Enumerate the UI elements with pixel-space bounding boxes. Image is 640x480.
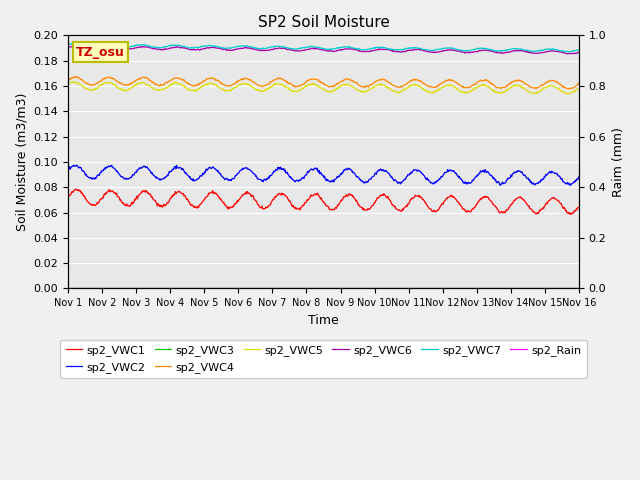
sp2_VWC1 (219, 199, 227, 205)
sp2_VWC2 (244, 167, 252, 172)
Legend: sp2_VWC1, sp2_VWC2, sp2_VWC3, sp2_VWC4, sp2_VWC5, sp2_VWC6, sp2_VWC7, sp2_Rain: sp2_VWC1, sp2_VWC2, sp2_VWC3, sp2_VWC4, … (60, 340, 587, 378)
sp2_VWC7 (244, 44, 252, 49)
sp2_VWC1 (125, 203, 132, 209)
sp2_VWC6 (565, 51, 573, 57)
sp2_VWC5 (125, 86, 132, 92)
sp2_VWC4 (575, 81, 583, 86)
sp2_VWC6 (219, 47, 227, 52)
sp2_VWC2 (70, 162, 78, 168)
sp2_VWC3 (243, 285, 251, 291)
sp2_VWC1 (405, 200, 413, 206)
sp2_Rain (404, 286, 412, 291)
sp2_VWC2 (566, 182, 574, 188)
sp2_VWC7 (376, 45, 384, 50)
sp2_VWC7 (575, 47, 583, 53)
sp2_VWC4 (565, 86, 573, 92)
Line: sp2_VWC4: sp2_VWC4 (68, 76, 579, 89)
sp2_VWC3 (575, 285, 583, 291)
sp2_VWC7 (264, 45, 271, 51)
sp2_VWC4 (219, 81, 227, 87)
sp2_Rain (575, 286, 583, 291)
sp2_VWC3 (376, 285, 383, 291)
sp2_VWC3 (64, 285, 72, 291)
sp2_VWC2 (264, 177, 271, 182)
sp2_VWC6 (405, 48, 413, 53)
sp2_VWC4 (72, 73, 80, 79)
sp2_Rain (64, 286, 72, 291)
sp2_VWC4 (376, 77, 384, 83)
sp2_VWC4 (125, 82, 132, 88)
sp2_VWC5 (64, 82, 72, 87)
sp2_VWC5 (405, 84, 413, 90)
sp2_Rain (376, 286, 383, 291)
sp2_VWC6 (376, 46, 384, 52)
sp2_VWC2 (219, 174, 227, 180)
sp2_VWC1 (64, 194, 72, 200)
sp2_VWC1 (566, 212, 574, 217)
sp2_VWC5 (70, 79, 77, 84)
sp2_VWC1 (72, 186, 79, 192)
Line: sp2_VWC7: sp2_VWC7 (68, 44, 579, 52)
sp2_VWC7 (125, 44, 132, 50)
sp2_VWC6 (264, 48, 271, 53)
Title: SP2 Soil Moisture: SP2 Soil Moisture (257, 15, 389, 30)
sp2_VWC2 (125, 176, 132, 182)
sp2_VWC5 (264, 86, 271, 92)
sp2_VWC3 (218, 285, 226, 291)
sp2_VWC2 (575, 174, 583, 180)
sp2_VWC1 (264, 204, 271, 210)
sp2_VWC6 (72, 43, 79, 48)
sp2_VWC3 (404, 285, 412, 291)
Line: sp2_VWC6: sp2_VWC6 (68, 46, 579, 54)
sp2_VWC1 (376, 193, 384, 199)
sp2_VWC6 (64, 45, 72, 50)
sp2_VWC7 (64, 42, 72, 48)
sp2_VWC5 (376, 82, 384, 88)
sp2_VWC1 (244, 191, 252, 196)
sp2_VWC4 (264, 82, 271, 88)
Line: sp2_VWC1: sp2_VWC1 (68, 189, 579, 215)
Y-axis label: Soil Moisture (m3/m3): Soil Moisture (m3/m3) (15, 93, 28, 231)
Text: TZ_osu: TZ_osu (76, 46, 124, 59)
sp2_VWC6 (575, 49, 583, 55)
Y-axis label: Raim (mm): Raim (mm) (612, 127, 625, 197)
sp2_VWC7 (564, 49, 572, 55)
sp2_Rain (124, 286, 132, 291)
sp2_VWC4 (244, 76, 252, 82)
sp2_VWC5 (575, 85, 583, 91)
sp2_VWC6 (244, 45, 252, 50)
sp2_VWC7 (68, 41, 76, 47)
X-axis label: Time: Time (308, 314, 339, 327)
sp2_VWC2 (64, 167, 72, 173)
sp2_VWC3 (124, 285, 132, 291)
sp2_Rain (218, 286, 226, 291)
Line: sp2_VWC2: sp2_VWC2 (68, 165, 579, 185)
sp2_VWC1 (575, 204, 583, 210)
sp2_VWC7 (405, 45, 413, 51)
Line: sp2_VWC5: sp2_VWC5 (68, 82, 579, 94)
sp2_VWC4 (405, 79, 413, 85)
sp2_VWC3 (262, 285, 270, 291)
sp2_VWC2 (376, 166, 384, 172)
sp2_Rain (243, 286, 251, 291)
sp2_Rain (262, 286, 270, 291)
sp2_VWC7 (219, 45, 227, 51)
sp2_VWC5 (244, 81, 252, 87)
sp2_VWC5 (564, 91, 572, 97)
sp2_VWC4 (64, 78, 72, 84)
sp2_VWC6 (125, 46, 132, 52)
sp2_VWC2 (405, 172, 413, 178)
sp2_VWC5 (219, 86, 227, 92)
